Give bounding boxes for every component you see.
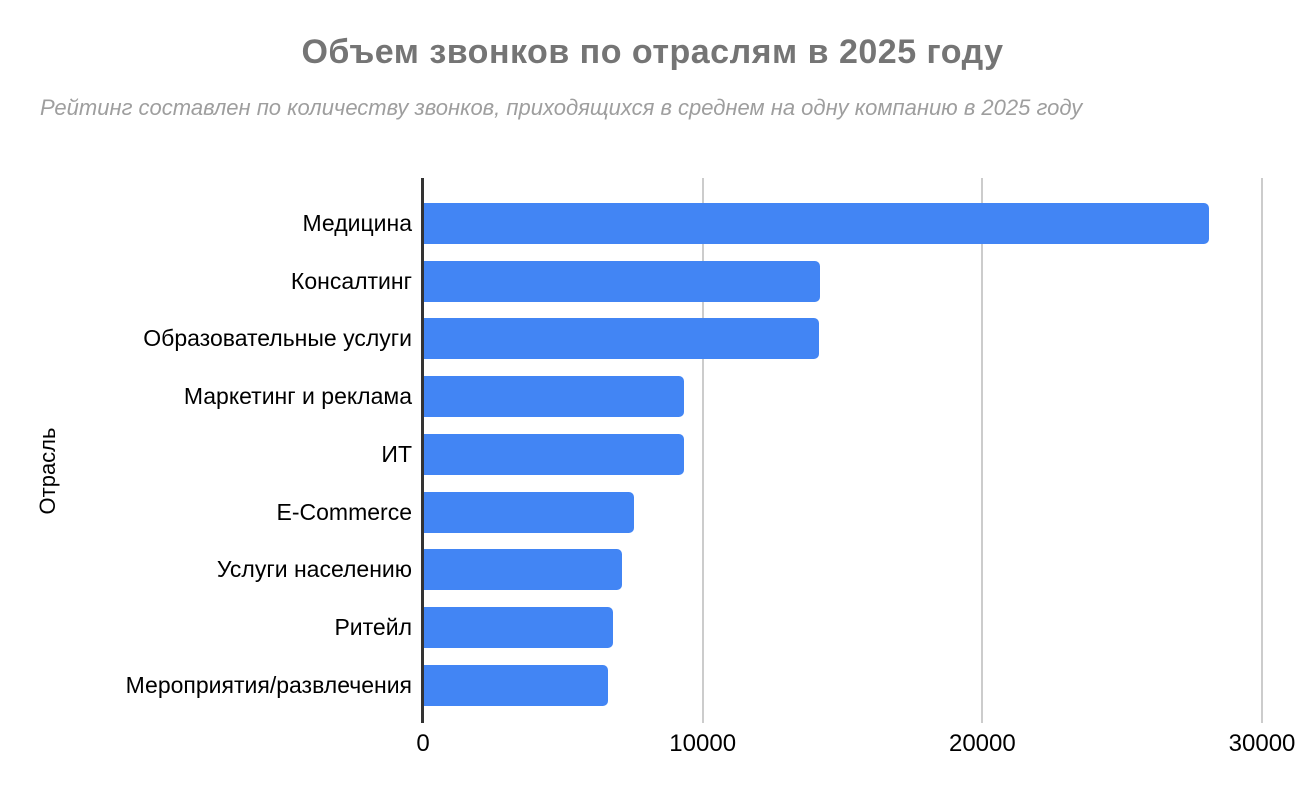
category-label: Образовательные услуги xyxy=(143,325,412,352)
bar xyxy=(423,606,613,648)
plot-area: 0 10000 20000 30000 Медицина Консалтинг Образо… xyxy=(126,178,1295,757)
bar-row: Услуги населению xyxy=(217,549,1290,591)
bar-row: Маркетинг и реклама xyxy=(184,376,1290,418)
bar-row: Медицина xyxy=(303,203,1290,244)
category-label: Услуги населению xyxy=(216,556,412,583)
bar-row: Ритейл xyxy=(334,606,1290,648)
y-axis-line xyxy=(421,178,424,723)
gridline xyxy=(701,178,704,723)
bar-row: ИТ xyxy=(381,433,1290,475)
chart-title: Объем звонков по отраслям в 2025 году xyxy=(301,33,1004,71)
category-label: Медицина xyxy=(302,210,413,236)
bar xyxy=(423,549,623,591)
bar xyxy=(423,491,634,533)
category-label: E-Commerce xyxy=(276,498,412,525)
bar xyxy=(423,260,821,302)
x-tick-label: 10000 xyxy=(669,730,737,757)
category-label: Мероприятия/развлечения xyxy=(125,671,412,698)
category-label: ИТ xyxy=(381,440,412,467)
y-axis-title: Отрасль xyxy=(35,427,60,515)
bar xyxy=(423,376,685,418)
chart-subtitle: Рейтинг составлен по количеству звонков,… xyxy=(40,95,1083,120)
category-label: Консалтинг xyxy=(290,267,412,294)
bar xyxy=(423,203,1209,244)
gridline xyxy=(981,178,984,723)
bar xyxy=(423,664,609,706)
bar-row: Образовательные услуги xyxy=(143,318,1290,360)
x-tick-label: 0 xyxy=(416,730,430,757)
bar xyxy=(423,318,819,360)
category-label: Маркетинг и реклама xyxy=(183,383,412,410)
bar-row: Мероприятия/развлечения xyxy=(126,664,1290,706)
bar-row: E-Commerce xyxy=(277,491,1290,533)
x-tick-label: 20000 xyxy=(948,730,1016,757)
category-label: Ритейл xyxy=(334,613,412,640)
gridline xyxy=(1261,178,1264,723)
x-tick-label: 30000 xyxy=(1228,730,1296,757)
bar-row: Консалтинг xyxy=(291,260,1290,302)
bar xyxy=(423,433,685,475)
